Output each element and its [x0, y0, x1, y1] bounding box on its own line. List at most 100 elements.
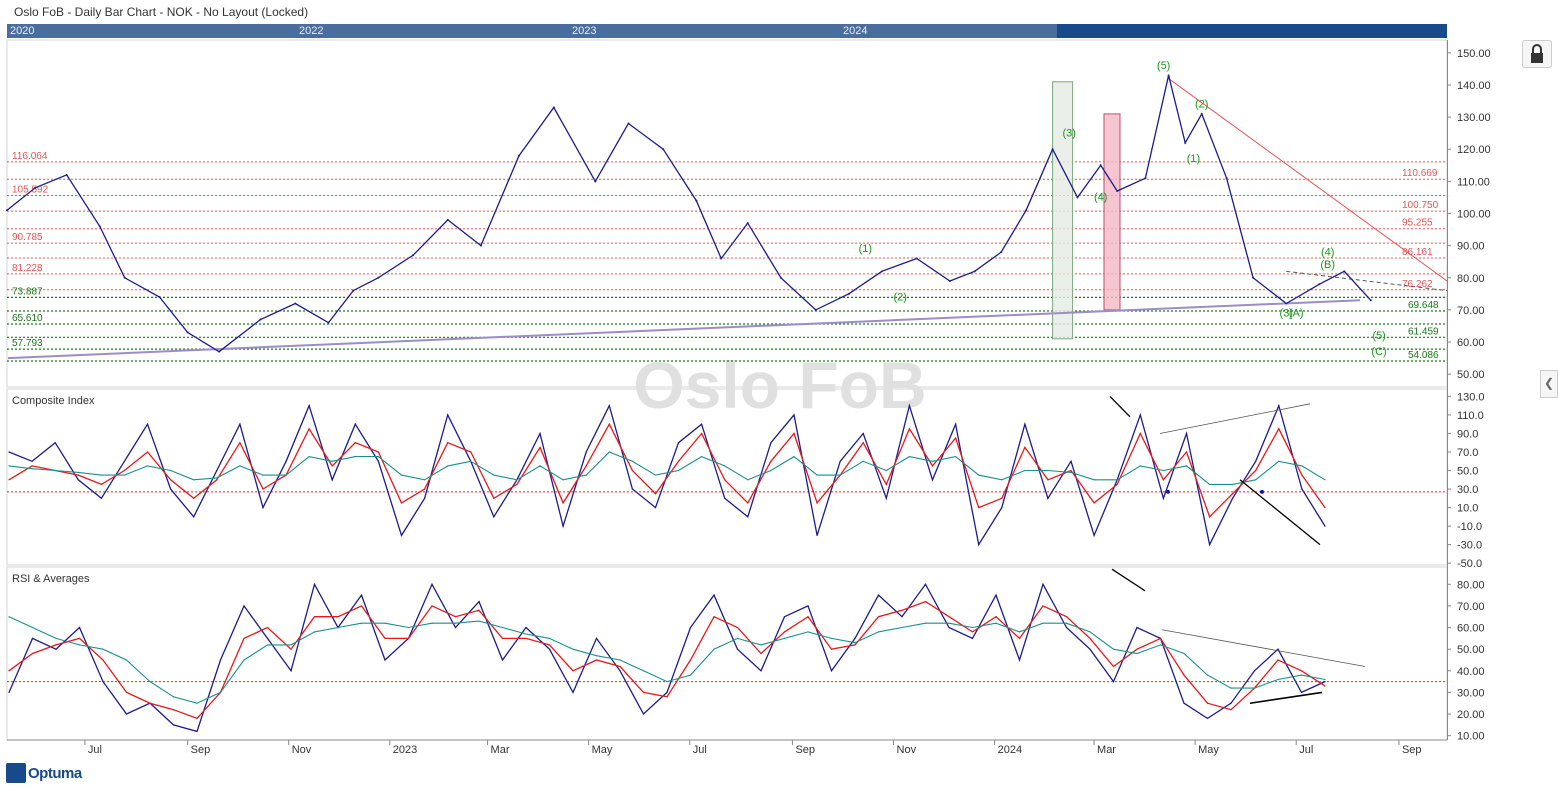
composite-series-2 [8, 422, 1326, 518]
rsi-point [1206, 674, 1209, 676]
composite-point [1232, 497, 1234, 499]
composite-point [1278, 460, 1280, 462]
rsi-point [407, 637, 410, 639]
price-point [259, 318, 262, 321]
rsi-point [1136, 648, 1138, 650]
rsi-point [1253, 687, 1256, 689]
composite-point [1116, 483, 1118, 486]
resistance-label: 76.262 [1402, 279, 1433, 290]
composite-point [1162, 497, 1164, 499]
composite-point [1116, 479, 1118, 481]
rsi-point [172, 724, 175, 726]
y-tick-label: 120.00 [1457, 144, 1491, 156]
composite-point [493, 474, 495, 476]
composite-div-line [1159, 403, 1311, 434]
rsi-point [102, 659, 104, 661]
composite-point [170, 479, 172, 481]
rsi-point [149, 702, 151, 704]
composite-point [308, 428, 310, 430]
collapse-panel-button[interactable]: ❮ [1540, 370, 1558, 398]
composite-point [747, 502, 749, 504]
rsi-point [8, 670, 10, 672]
price-point [123, 276, 126, 279]
price-point [6, 209, 8, 212]
rsi-point [78, 644, 81, 646]
composite-point [908, 456, 911, 458]
y-tick-label: 10.00 [1457, 731, 1485, 743]
rsi-point [8, 691, 10, 694]
composite-point [608, 451, 610, 453]
composite-point [1047, 479, 1049, 481]
composite-point [216, 479, 218, 481]
composite-point [631, 488, 633, 490]
rsi-point [1136, 626, 1138, 629]
rsi-div-line [1249, 691, 1323, 705]
rsi-point [760, 644, 762, 646]
rsi-point [948, 626, 950, 629]
rsi-point [125, 659, 128, 661]
lock-button[interactable] [1522, 40, 1552, 68]
rsi-point [1300, 691, 1303, 694]
pane-3 [6, 566, 1448, 741]
rsi-point [572, 691, 574, 694]
composite-point [1047, 469, 1049, 472]
rsi-point [313, 583, 316, 585]
rsi-point [689, 659, 692, 661]
rsi-point [1277, 659, 1279, 661]
price-point [1025, 209, 1028, 212]
composite-point [423, 488, 426, 490]
y-tick-label: 20.00 [1457, 709, 1485, 721]
composite-point [400, 534, 403, 536]
composite-point [1324, 506, 1326, 509]
composite-point [1162, 469, 1164, 472]
x-tick-label: Mar [491, 744, 510, 756]
composite-point [978, 474, 980, 476]
rsi-point [243, 637, 245, 639]
composite-point [654, 506, 657, 509]
composite-point [585, 474, 587, 476]
rsi-point [78, 626, 81, 629]
rsi-point [266, 637, 269, 639]
wave-label: (1) [1187, 153, 1200, 165]
watermark: Oslo FoB [633, 348, 926, 422]
rsi-point [736, 648, 739, 650]
composite-point [701, 456, 703, 458]
rsi-point [102, 681, 104, 683]
rsi-point [478, 601, 480, 603]
rsi-point [995, 616, 997, 618]
rsi-point [807, 605, 809, 607]
rsi-point [384, 659, 386, 661]
rsi-point [901, 616, 903, 618]
composite-point [770, 469, 772, 472]
composite-point [562, 525, 564, 527]
y-tick-label: 50.00 [1457, 644, 1485, 656]
composite-point [1255, 479, 1257, 481]
time-navigator[interactable]: 2020 2022 2023 2024 [7, 24, 1447, 38]
rsi-point [642, 691, 645, 694]
rsi-point [454, 616, 457, 618]
x-tick-label: Nov [897, 744, 917, 756]
rsi-point [595, 637, 598, 639]
price-point [294, 302, 297, 305]
composite-point [701, 423, 703, 425]
composite-point [931, 465, 934, 467]
chart-title: Oslo FoB - Daily Bar Chart - NOK - No La… [14, 5, 309, 19]
price-point [377, 276, 380, 279]
rsi-point [1042, 583, 1044, 585]
price-point [594, 180, 597, 183]
rsi-point [642, 713, 645, 715]
support-label: 61.459 [1408, 326, 1439, 337]
rsi-point [854, 642, 856, 644]
composite-point [1185, 451, 1188, 453]
price-point [411, 254, 414, 257]
composite-point [193, 497, 195, 499]
composite-point [885, 497, 887, 499]
support-label: 54.086 [1408, 350, 1439, 361]
navigator-window[interactable] [7, 24, 1057, 38]
composite-point [262, 506, 264, 509]
price-point [1369, 299, 1372, 302]
x-tick-label: Jul [693, 744, 707, 756]
composite-point [1070, 471, 1072, 473]
rsi-point [548, 644, 551, 646]
